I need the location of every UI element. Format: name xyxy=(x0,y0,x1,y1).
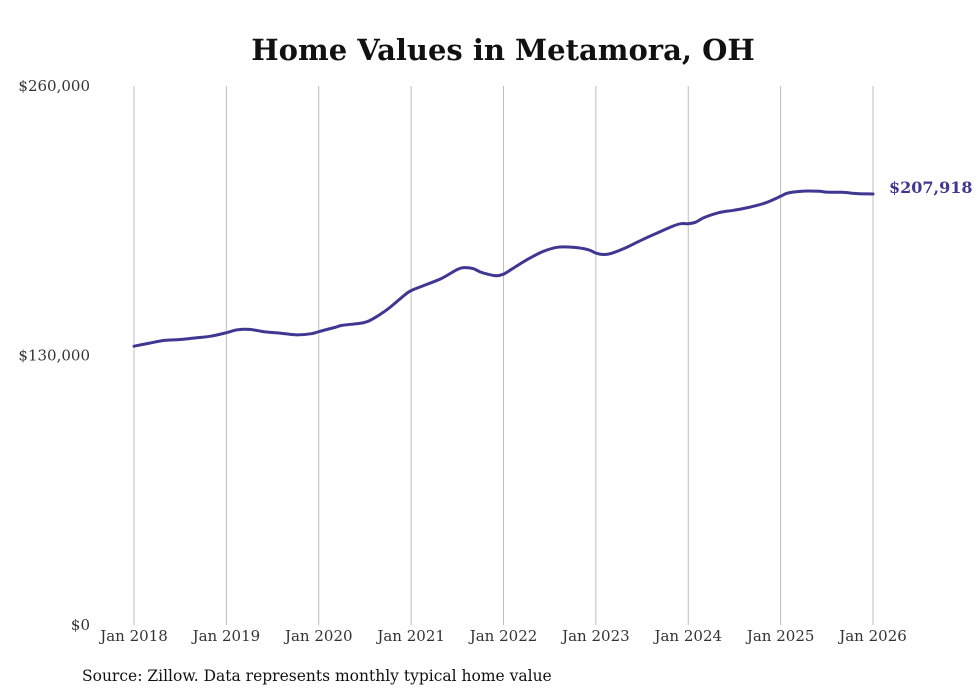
x-tick-label: Jan 2023 xyxy=(560,627,630,645)
x-tick-label: Jan 2024 xyxy=(652,627,722,645)
y-tick-label: $0 xyxy=(71,616,90,634)
y-axis: $0 $130,000 $260,000 xyxy=(18,77,90,634)
x-tick-label: Jan 2026 xyxy=(837,627,907,645)
gridlines xyxy=(133,86,874,625)
end-value-label: $207,918 xyxy=(889,178,973,197)
x-tick-label: Jan 2019 xyxy=(191,627,261,645)
x-axis: Jan 2018 Jan 2019 Jan 2020 Jan 2021 Jan 2022… xyxy=(98,627,907,645)
y-tick-label: $130,000 xyxy=(18,347,90,365)
chart-title: Home Values in Metamora, OH xyxy=(251,33,754,67)
y-tick-label: $260,000 xyxy=(18,77,90,95)
series-group: $207,918 xyxy=(132,178,973,348)
x-tick-label: Jan 2018 xyxy=(98,627,168,645)
x-tick-label: Jan 2020 xyxy=(283,627,353,645)
series-line xyxy=(132,189,875,348)
x-tick-label: Jan 2025 xyxy=(745,627,815,645)
source-note: Source: Zillow. Data represents monthly … xyxy=(82,667,552,685)
x-tick-label: Jan 2022 xyxy=(468,627,538,645)
x-tick-label: Jan 2021 xyxy=(375,627,445,645)
